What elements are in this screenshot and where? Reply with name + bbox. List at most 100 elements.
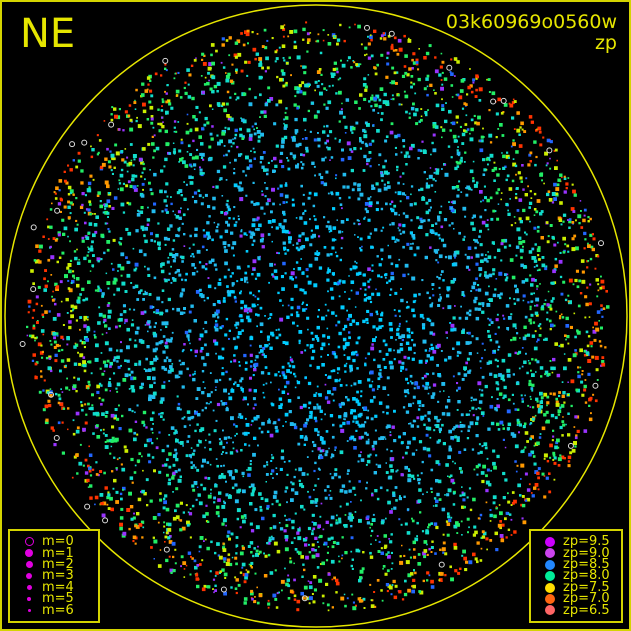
star-marker — [67, 287, 71, 290]
star-marker — [284, 194, 289, 199]
star-marker — [424, 386, 428, 390]
star-marker — [552, 297, 555, 300]
star-marker — [282, 210, 286, 215]
star-marker — [34, 362, 38, 366]
star-marker — [141, 489, 145, 494]
star-marker — [138, 210, 140, 213]
star-marker — [266, 172, 269, 176]
star-marker — [371, 445, 375, 448]
star-marker — [158, 413, 161, 416]
star-marker — [528, 201, 533, 205]
star-marker — [300, 351, 304, 354]
star-marker — [42, 316, 45, 318]
star-marker — [411, 331, 414, 334]
star-marker — [137, 185, 139, 187]
star-marker — [108, 381, 111, 384]
star-marker — [584, 295, 588, 299]
star-marker — [428, 523, 431, 527]
star-marker — [340, 247, 343, 250]
star-marker — [541, 472, 545, 476]
star-marker — [291, 488, 295, 492]
star-marker — [240, 300, 244, 304]
star-marker — [222, 241, 227, 246]
star-marker — [79, 205, 84, 209]
star-marker — [194, 200, 198, 204]
star-marker — [518, 236, 522, 240]
star-marker — [349, 370, 352, 373]
star-marker — [285, 421, 287, 423]
star-marker — [208, 403, 210, 405]
star-marker — [325, 314, 328, 317]
star-marker — [367, 56, 372, 60]
star-marker — [216, 542, 220, 546]
star-marker — [57, 202, 62, 206]
star-marker — [421, 404, 425, 407]
star-marker — [66, 312, 69, 314]
star-marker — [245, 194, 248, 197]
star-marker — [188, 329, 192, 333]
star-marker — [269, 433, 274, 438]
star-marker — [247, 403, 249, 406]
star-marker — [227, 244, 231, 247]
star-marker — [414, 381, 419, 386]
star-marker — [350, 150, 354, 153]
star-marker — [438, 298, 442, 302]
star-marker — [252, 487, 256, 491]
star-marker — [89, 247, 94, 252]
star-marker — [337, 345, 341, 349]
star-marker — [479, 229, 482, 233]
star-marker — [539, 212, 543, 216]
star-marker — [204, 387, 206, 389]
star-marker — [76, 277, 80, 281]
star-marker — [115, 325, 118, 329]
star-marker — [205, 352, 210, 357]
star-marker — [142, 162, 145, 166]
star-marker — [426, 291, 429, 295]
star-marker — [54, 353, 58, 357]
star-marker — [160, 329, 162, 331]
star-marker — [341, 102, 343, 105]
star-marker — [111, 436, 115, 440]
star-marker — [81, 203, 84, 207]
star-marker — [181, 417, 184, 420]
star-marker — [504, 278, 508, 282]
star-marker — [259, 322, 264, 327]
star-marker — [335, 578, 339, 583]
star-marker — [263, 464, 266, 468]
star-marker — [148, 293, 152, 296]
star-marker — [185, 272, 188, 276]
star-marker — [192, 373, 195, 376]
star-marker — [207, 477, 211, 480]
star-marker — [144, 290, 146, 293]
star-marker — [339, 203, 343, 206]
star-marker — [228, 537, 231, 541]
star-marker — [477, 288, 482, 292]
star-marker — [548, 198, 553, 202]
star-marker — [305, 536, 308, 540]
star-marker — [47, 366, 52, 371]
star-marker — [498, 504, 501, 506]
star-marker — [310, 229, 313, 232]
star-marker — [183, 197, 187, 201]
star-marker — [587, 260, 590, 262]
star-marker — [470, 188, 473, 191]
star-marker — [175, 438, 179, 443]
star-marker — [83, 363, 87, 368]
star-marker — [503, 385, 507, 390]
star-marker — [331, 435, 335, 439]
star-marker — [325, 106, 329, 110]
star-marker — [534, 414, 537, 417]
star-marker — [99, 289, 102, 292]
star-marker — [142, 469, 144, 472]
star-marker — [434, 250, 439, 254]
star-marker — [134, 362, 138, 366]
star-marker — [191, 176, 194, 179]
star-marker — [53, 336, 56, 340]
star-marker — [513, 302, 516, 305]
star-marker — [225, 39, 229, 42]
star-marker — [360, 599, 364, 603]
star-marker — [212, 196, 216, 201]
star-marker — [418, 48, 420, 50]
star-marker — [488, 318, 492, 322]
star-marker — [79, 316, 83, 319]
